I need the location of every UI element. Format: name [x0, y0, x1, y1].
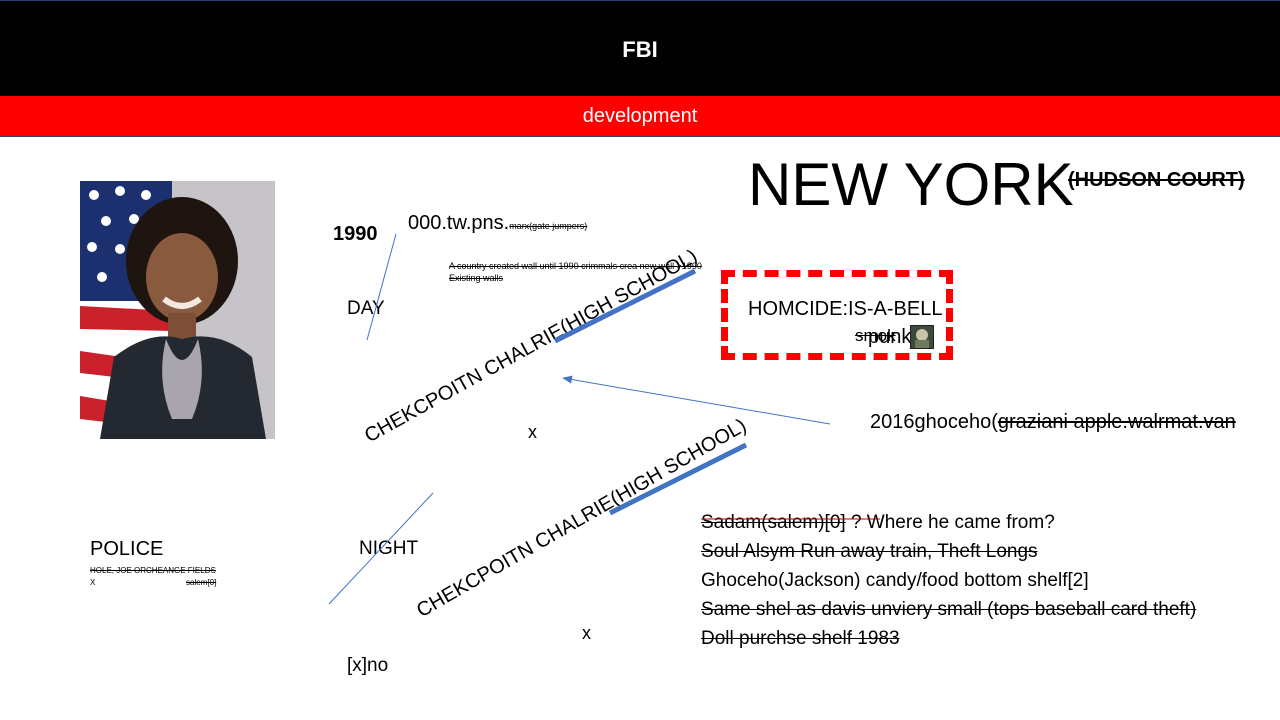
wall-note-line1: A country created wall until 1990 crimma… — [449, 261, 702, 271]
day-label: DAY — [347, 298, 385, 319]
checkpoint-charlie-1: CHEKCPOITN CHALRIE(HIGH SCHOOL) — [361, 245, 702, 448]
note-line-3: Ghoceho(Jackson) candy/food bottom shelf… — [701, 570, 1089, 592]
subheader-bar: development — [0, 96, 1280, 137]
note-1-plain: ? Where he came from? — [845, 512, 1055, 533]
ghoceho-struck: graziani apple.walrmat.van — [997, 411, 1236, 433]
police-title: POLICE — [90, 538, 164, 560]
ghoceho-2016: 2016ghoceho(graziani apple.walrmat.van — [870, 411, 1236, 434]
city-headline: NEW YORK — [748, 151, 1074, 218]
note-2-struck: Soul Alsym Run away train, Theft Longs — [701, 541, 1038, 562]
note-line-5: Doll purchse shelf 1983 — [701, 628, 900, 650]
header-bar: FBI — [0, 0, 1280, 96]
note-3-plain: Ghoceho(Jackson) candy/food bottom shelf… — [701, 570, 1089, 591]
year-label: 1990 — [333, 223, 378, 245]
homicide-struck-word: smok — [855, 326, 896, 345]
note-line-1: Sadam(salem)[0] ? Where he came from? — [701, 512, 1055, 534]
police-x: X — [90, 578, 96, 587]
subheader-title: development — [582, 105, 698, 127]
pointer-arrow — [562, 375, 831, 425]
note-5-struck: Doll purchse shelf 1983 — [701, 628, 900, 649]
police-salem: salem[0] — [186, 578, 217, 587]
police-fields: HOLE, JOE ORCHEANGE FIELDS — [90, 566, 216, 575]
court-label: (HUDSON COURT) — [1068, 169, 1245, 191]
x-mark-2: x — [582, 623, 591, 643]
header-title: FBI — [622, 37, 658, 62]
tw-main: 000.tw.pns. — [408, 212, 510, 234]
small-photo-thumbnail — [910, 325, 934, 349]
homicide-box — [721, 270, 953, 360]
portrait-photo — [80, 181, 275, 439]
note-4-struck: Same shel as davis unviery small (tops b… — [701, 599, 1197, 620]
note-line-2: Soul Alsym Run away train, Theft Longs — [701, 541, 1038, 563]
note-1-struck: Sadam(salem)[0] — [701, 512, 846, 533]
wall-note-line2: Existing walls — [449, 273, 504, 283]
homicide-overlay-word: punks — [868, 326, 922, 348]
night-label: NIGHT — [359, 538, 419, 559]
xno-label: [x]no — [347, 655, 389, 676]
tw-label: 000.tw.pns.marx(gate jumpers) — [408, 212, 587, 235]
x-mark-1: x — [528, 422, 537, 442]
homicide-title: HOMCIDE:IS-A-BELL — [748, 298, 943, 320]
day-slash-line — [366, 233, 397, 341]
tw-note: marx(gate jumpers) — [509, 221, 588, 231]
note-line-4: Same shel as davis unviery small (tops b… — [701, 599, 1196, 621]
ghoceho-plain: 2016ghoceho( — [870, 411, 998, 433]
